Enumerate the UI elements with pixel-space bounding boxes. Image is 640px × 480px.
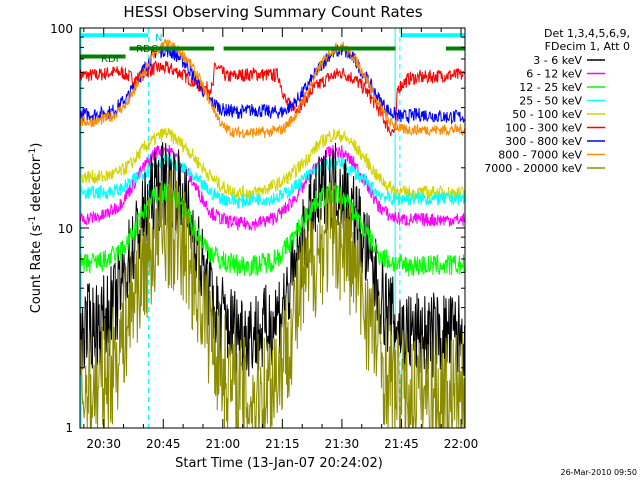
x-tick-label-7: 22:00: [444, 437, 479, 451]
legend-label-6: 100 - 300 keV: [505, 122, 582, 135]
y-axis-title: Count Rate (s-1 detector-1): [28, 143, 44, 314]
legend-label-1: 3 - 6 keV: [533, 54, 582, 67]
series-line-4: [79, 127, 465, 202]
flag-label-rdf: RDF: [101, 54, 122, 65]
flag-label-rdc: RDC: [136, 44, 158, 55]
series-line-8: [79, 181, 465, 277]
y-tick-label-100: 100: [50, 22, 73, 36]
axis-ticks: [80, 27, 465, 429]
flag-label-n: N: [155, 33, 162, 44]
legend-label-7: 300 - 800 keV: [505, 135, 582, 148]
x-tick-label-3: 21:00: [206, 437, 241, 451]
series-line-5: [79, 142, 465, 232]
legend-label-9: 7000 - 20000 keV: [484, 162, 582, 175]
x-tick-label-2: 20:45: [146, 437, 181, 451]
x-tick-label-1: 20:30: [86, 437, 121, 451]
legend: Det 1,3,4,5,6,9, FDecim 1, Att 0 3 - 6 k…: [484, 27, 630, 175]
legend-label-5: 50 - 100 keV: [512, 108, 582, 121]
series-line-3: [79, 38, 465, 139]
x-axis-title: Start Time (13-Jan-07 20:24:02): [175, 456, 383, 471]
series-line-1: [79, 60, 465, 137]
legend-header-line-1: Det 1,3,4,5,6,9,: [544, 27, 630, 40]
series-line-6: [79, 153, 465, 209]
y-tick-label-10: 10: [58, 222, 73, 236]
x-tick-label-5: 21:30: [325, 437, 360, 451]
legend-label-2: 6 - 12 keV: [526, 68, 582, 81]
y-tick-label-1: 1: [65, 421, 73, 435]
x-tick-label-4: 21:15: [265, 437, 300, 451]
x-tick-label-6: 21:45: [384, 437, 419, 451]
legend-label-4: 25 - 50 keV: [519, 95, 582, 108]
legend-header-line-2: FDecim 1, Att 0: [545, 40, 630, 53]
chart-title: HESSI Observing Summary Count Rates: [123, 3, 422, 21]
legend-label-3: 12 - 25 keV: [519, 81, 582, 94]
legend-label-8: 800 - 7000 keV: [498, 149, 582, 162]
generation-timestamp: 26-Mar-2010 09:50: [561, 468, 638, 477]
x-tick-labels: 20:30 20:45 21:00 21:15 21:30 21:45 22:00: [86, 437, 478, 451]
series-line-2: [79, 43, 465, 126]
